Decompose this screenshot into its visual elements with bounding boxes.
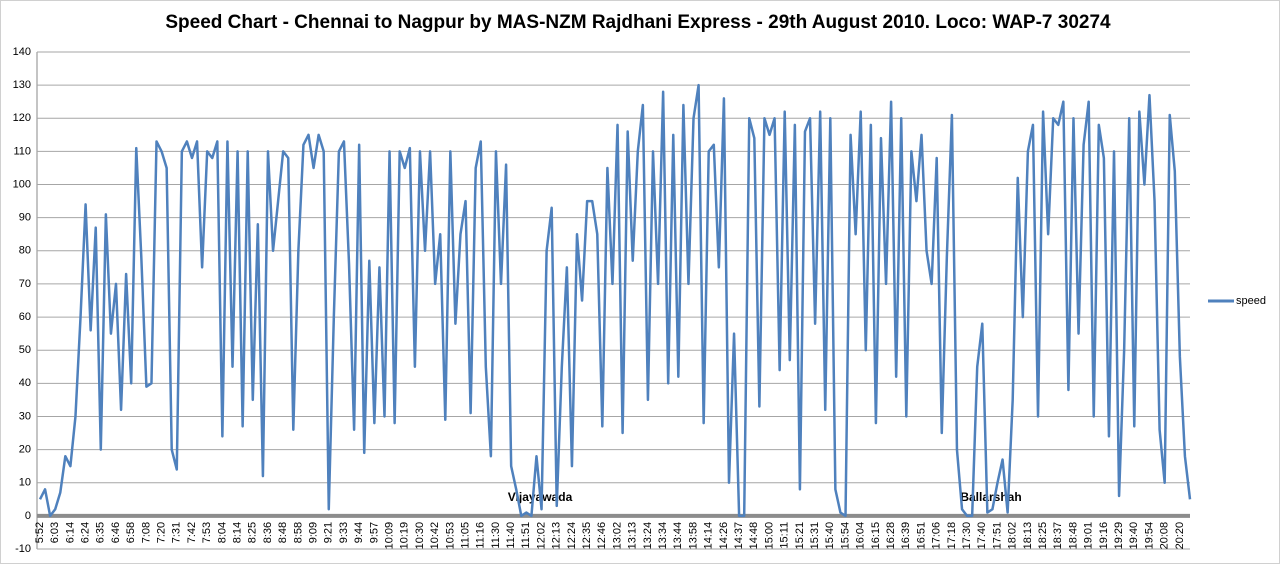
x-tick-label: 8:04 — [216, 522, 228, 543]
x-tick-label: 13:02 — [611, 522, 623, 550]
x-tick-label: 16:04 — [855, 522, 867, 550]
y-tick-label: 50 — [19, 344, 31, 356]
x-tick-label: 13:34 — [657, 522, 669, 550]
y-tick-label: -10 — [15, 543, 31, 555]
x-tick-label: 9:44 — [353, 522, 365, 543]
chart-title: Speed Chart - Chennai to Nagpur by MAS-N… — [165, 12, 1111, 33]
y-tick-label: 90 — [19, 212, 31, 224]
x-tick-label: 17:30 — [961, 522, 973, 550]
x-tick-label: 6:03 — [49, 522, 61, 543]
x-tick-label: 18:13 — [1022, 522, 1034, 550]
x-tick-label: 16:28 — [885, 522, 897, 550]
x-tick-label: 13:13 — [627, 522, 639, 550]
y-tick-label: 40 — [19, 377, 31, 389]
x-tick-label: 12:46 — [596, 522, 608, 550]
x-tick-label: 15:00 — [763, 522, 775, 550]
y-tick-label: 140 — [13, 46, 31, 58]
x-tick-label: 7:31 — [171, 522, 183, 543]
y-tick-label: 20 — [19, 444, 31, 456]
x-tick-label: 15:54 — [839, 522, 851, 550]
x-tick-label: 17:40 — [976, 522, 988, 550]
x-tick-label: 6:46 — [110, 522, 122, 543]
x-tick-label: 18:48 — [1067, 522, 1079, 550]
x-tick-label: 8:25 — [247, 522, 259, 543]
x-tick-label: 8:14 — [231, 522, 243, 543]
x-tick-label: 14:37 — [733, 522, 745, 550]
x-tick-label: 6:35 — [95, 522, 107, 543]
x-tick-label: 20:08 — [1159, 522, 1171, 550]
x-tick-label: 14:14 — [703, 522, 715, 550]
x-tick-label: 11:30 — [490, 522, 502, 549]
y-tick-label: 60 — [19, 311, 31, 323]
y-tick-label: 0 — [25, 510, 31, 522]
x-tick-label: 7:20 — [155, 522, 167, 543]
x-tick-label: 19:54 — [1143, 522, 1155, 550]
x-tick-label: 18:02 — [1007, 522, 1019, 550]
x-tick-label: 10:53 — [444, 522, 456, 550]
x-tick-label: 7:53 — [201, 522, 213, 543]
x-tick-label: 12:24 — [566, 522, 578, 550]
x-tick-label: 15:11 — [779, 522, 791, 549]
x-tick-label: 19:29 — [1113, 522, 1125, 550]
x-tick-label: 7:42 — [186, 522, 198, 543]
speed-line — [38, 83, 1192, 518]
x-tick-label: 14:26 — [718, 522, 730, 550]
x-tick-label: 11:05 — [459, 522, 471, 549]
x-tick-label: 11:40 — [505, 522, 517, 549]
x-tick-label: 12:35 — [581, 522, 593, 550]
x-tick-label: 8:36 — [262, 522, 274, 543]
y-tick-label: 130 — [13, 79, 31, 91]
x-tick-label: 18:37 — [1052, 522, 1064, 550]
x-tick-label: 16:15 — [870, 522, 882, 550]
y-tick-label: 30 — [19, 410, 31, 422]
x-tick-label: 14:48 — [748, 522, 760, 550]
annotation: Ballarshah — [960, 490, 1021, 504]
x-tick-label: 13:24 — [642, 522, 654, 550]
x-tick-label: 9:09 — [307, 522, 319, 543]
y-tick-label: 80 — [19, 245, 31, 257]
x-tick-label: 19:01 — [1083, 522, 1095, 550]
x-tick-label: 17:51 — [991, 522, 1003, 550]
y-tick-label: 120 — [13, 112, 31, 124]
x-tick-label: 10:30 — [414, 522, 426, 550]
x-tick-label: 20:20 — [1174, 522, 1186, 550]
y-tick-label: 110 — [13, 145, 31, 157]
x-tick-label: 17:06 — [931, 522, 943, 550]
x-tick-label: 18:25 — [1037, 522, 1049, 550]
x-tick-label: 11:51 — [520, 522, 532, 549]
x-tick-label: 9:21 — [323, 522, 335, 543]
x-tick-label: 11:16 — [475, 522, 487, 549]
x-tick-label: 8:48 — [277, 522, 289, 543]
x-tick-label: 12:13 — [551, 522, 563, 550]
x-tick-label: 10:09 — [383, 522, 395, 550]
x-tick-label: 16:51 — [915, 522, 927, 550]
x-tick-label: 15:31 — [809, 522, 821, 550]
x-tick-label: 6:14 — [64, 522, 76, 543]
x-tick-label: 9:33 — [338, 522, 350, 543]
x-tick-label: 15:21 — [794, 522, 806, 550]
legend-label: speed — [1236, 295, 1266, 307]
x-tick-label: 13:44 — [672, 522, 684, 550]
y-tick-label: 70 — [19, 278, 31, 290]
x-tick-label: 12:02 — [535, 522, 547, 550]
x-tick-label: 6:24 — [80, 522, 92, 543]
x-tick-label: 19:40 — [1128, 522, 1140, 550]
y-tick-label: 10 — [19, 477, 31, 489]
x-tick-label: 5:52 — [34, 522, 46, 543]
y-tick-label: 100 — [13, 178, 31, 190]
x-tick-label: 15:40 — [824, 522, 836, 550]
x-tick-label: 19:16 — [1098, 522, 1110, 550]
x-tick-label: 10:42 — [429, 522, 441, 550]
x-tick-label: 6:58 — [125, 522, 137, 543]
x-tick-label: 7:08 — [140, 522, 152, 543]
x-tick-label: 13:58 — [687, 522, 699, 550]
x-tick-label: 17:18 — [946, 522, 958, 550]
x-tick-label: 16:39 — [900, 522, 912, 550]
x-tick-label: 10:19 — [399, 522, 411, 550]
x-tick-label: 8:58 — [292, 522, 304, 543]
x-tick-label: 9:57 — [368, 522, 380, 543]
